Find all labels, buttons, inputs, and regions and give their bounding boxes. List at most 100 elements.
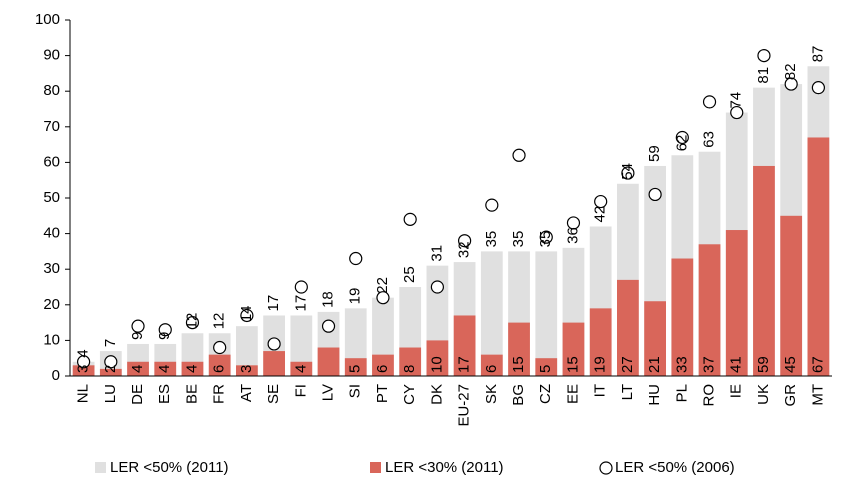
value-label: 36 xyxy=(564,227,581,244)
x-tick-label: CZ xyxy=(537,384,554,404)
value-label: 9 xyxy=(129,332,146,340)
marker xyxy=(458,234,472,248)
bar xyxy=(154,361,177,376)
bar xyxy=(290,361,313,376)
y-tick-label: 30 xyxy=(43,260,60,277)
value-label: 15 xyxy=(564,356,581,373)
bar xyxy=(725,230,748,376)
legend-swatch xyxy=(370,462,381,473)
value-label: 59 xyxy=(646,145,663,162)
value-label: 81 xyxy=(755,67,772,84)
value-label: 5 xyxy=(347,365,364,373)
value-label: 8 xyxy=(401,365,418,373)
x-tick-label: DE xyxy=(129,384,146,405)
marker xyxy=(321,319,336,333)
marker xyxy=(702,95,717,109)
bar xyxy=(263,351,285,376)
bar xyxy=(480,354,503,376)
x-tick-label: LU xyxy=(102,384,119,403)
legend-swatch xyxy=(95,462,106,473)
y-tick-label: 40 xyxy=(43,225,60,242)
x-tick-label: HU xyxy=(646,384,663,406)
marker xyxy=(566,216,581,230)
y-tick-label: 100 xyxy=(35,11,60,28)
bar xyxy=(671,258,694,376)
bar xyxy=(753,165,775,376)
marker xyxy=(349,251,363,266)
bar xyxy=(99,368,122,376)
value-label: 6 xyxy=(483,365,500,373)
value-label: 12 xyxy=(183,313,200,330)
marker xyxy=(675,130,689,145)
value-label: 17 xyxy=(456,356,473,373)
marker xyxy=(131,319,145,333)
value-label: 37 xyxy=(701,356,718,373)
bar xyxy=(72,365,95,376)
value-label: 74 xyxy=(728,92,745,109)
x-tick-label: SK xyxy=(483,384,500,404)
x-tick-label: BE xyxy=(183,384,200,404)
marker xyxy=(784,77,798,91)
bar xyxy=(535,251,558,376)
x-tick-label: GR xyxy=(782,384,799,407)
legend-marker xyxy=(599,461,613,475)
marker xyxy=(730,105,744,120)
marker xyxy=(512,148,526,162)
y-tick-label: 70 xyxy=(43,118,60,135)
value-label: 32 xyxy=(456,241,473,258)
bar xyxy=(617,279,639,376)
value-label: 17 xyxy=(265,295,282,312)
bar xyxy=(780,215,803,376)
x-tick-label: BG xyxy=(510,384,527,406)
legend-label: LER <50% (2006) xyxy=(615,459,735,476)
value-label: 41 xyxy=(728,356,745,373)
bar xyxy=(344,358,367,376)
x-tick-label: FI xyxy=(292,384,309,397)
value-label: 4 xyxy=(292,365,309,373)
value-label: 27 xyxy=(619,356,636,373)
marker xyxy=(185,316,200,330)
marker xyxy=(267,337,281,351)
bar xyxy=(698,244,721,376)
value-label: 82 xyxy=(782,63,799,80)
value-label: 62 xyxy=(673,135,690,152)
value-label: 31 xyxy=(428,245,445,262)
bar xyxy=(589,308,612,376)
bar xyxy=(562,322,585,376)
bar xyxy=(453,315,476,376)
y-tick-label: 50 xyxy=(43,189,60,206)
marker xyxy=(403,212,417,226)
legend-label: LER <50% (2011) xyxy=(110,459,229,476)
x-tick-label: LV xyxy=(320,384,337,401)
value-label: 4 xyxy=(75,349,92,357)
marker xyxy=(757,48,771,63)
bar xyxy=(807,137,830,376)
legend-label: LER <30% (2011) xyxy=(385,459,504,476)
bar xyxy=(208,354,231,376)
x-tick-label: MT xyxy=(809,384,826,406)
y-tick-label: 10 xyxy=(43,331,60,348)
value-label: 25 xyxy=(401,266,418,283)
value-label: 45 xyxy=(782,356,799,373)
x-tick-label: CY xyxy=(401,384,418,405)
value-label: 17 xyxy=(292,295,309,312)
x-tick-label: DK xyxy=(428,384,445,405)
marker xyxy=(621,166,635,180)
x-tick-label: FR xyxy=(211,384,228,404)
marker xyxy=(648,187,662,202)
bar xyxy=(127,361,149,376)
x-tick-label: PL xyxy=(673,384,690,402)
x-tick-label: IE xyxy=(728,384,745,398)
marker xyxy=(158,323,172,337)
bar xyxy=(236,326,258,376)
bar xyxy=(372,354,394,376)
value-label: 10 xyxy=(428,356,445,373)
bar xyxy=(399,347,422,376)
x-tick-label: PT xyxy=(374,384,391,403)
value-label: 15 xyxy=(510,356,527,373)
x-tick-label: SI xyxy=(347,384,364,398)
marker xyxy=(811,81,825,95)
value-label: 7 xyxy=(102,339,119,347)
marker xyxy=(430,280,444,294)
